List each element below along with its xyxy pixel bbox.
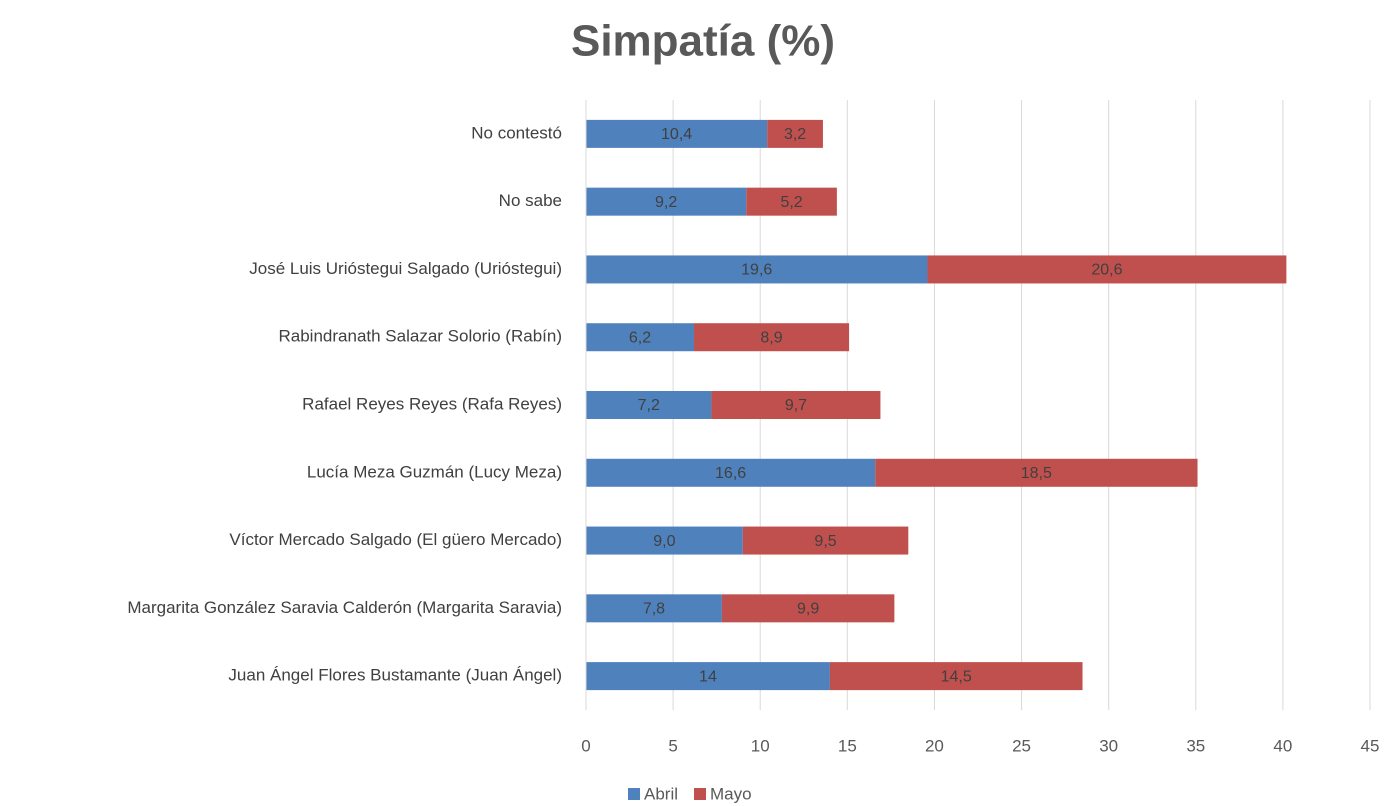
x-tick-label: 5 [668, 736, 677, 755]
data-label: 10,4 [661, 126, 692, 143]
data-label: 9,5 [814, 533, 836, 550]
data-label: 6,2 [629, 329, 651, 346]
bar-segment [586, 255, 928, 284]
bar-segment [746, 187, 837, 216]
y-tick-label: Margarita González Saravia Calderón (Mar… [127, 598, 562, 617]
bar-segment [694, 323, 850, 352]
legend-swatch [694, 788, 707, 800]
bar-segment [721, 594, 895, 623]
data-label: 7,8 [643, 601, 665, 618]
legend-label: Mayo [710, 784, 752, 803]
y-tick-label: Rafael Reyes Reyes (Rafa Reyes) [302, 394, 562, 413]
bar-segment [927, 255, 1287, 284]
x-tick-label: 45 [1361, 736, 1380, 755]
data-label: 19,6 [741, 262, 772, 279]
y-tick-label: No contestó [471, 123, 562, 142]
y-tick-label: Juan Ángel Flores Bustamante (Juan Ángel… [228, 666, 562, 685]
bar-segment [711, 391, 881, 419]
y-tick-label: No sabe [499, 191, 562, 210]
x-tick-label: 30 [1099, 736, 1118, 755]
y-tick-label: Lucía Meza Guzmán (Lucy Meza) [307, 462, 562, 481]
data-label: 16,6 [715, 465, 746, 482]
bar-segment [586, 594, 722, 623]
data-label: 18,5 [1021, 465, 1052, 482]
data-label: 9,2 [655, 194, 677, 211]
chart-title: Simpatía (%) [571, 17, 835, 66]
bar-segment [829, 662, 1083, 691]
x-tick-label: 20 [925, 736, 944, 755]
data-label: 9,7 [785, 397, 807, 414]
legend-swatch [628, 788, 640, 800]
bar-segment [586, 119, 768, 148]
x-tick-label: 10 [751, 736, 770, 755]
bar-segment [742, 526, 909, 555]
data-label: 14 [699, 668, 717, 685]
bar-segment [586, 391, 712, 419]
x-tick-label: 35 [1186, 736, 1205, 755]
y-tick-label: José Luis Urióstegui Salgado (Urióstegui… [249, 259, 562, 278]
bar-segment [586, 662, 830, 691]
data-label: 8,9 [760, 329, 782, 346]
bar-segment [586, 526, 743, 555]
data-label: 7,2 [638, 397, 660, 414]
x-tick-label: 40 [1273, 736, 1292, 755]
data-label: 3,2 [784, 126, 806, 143]
data-label: 14,5 [941, 668, 972, 685]
data-label: 20,6 [1091, 262, 1122, 279]
x-tick-label: 15 [838, 736, 857, 755]
data-label: 5,2 [780, 194, 802, 211]
x-tick-label: 25 [1012, 736, 1031, 755]
x-tick-label: 0 [581, 736, 590, 755]
bar-segment [767, 119, 823, 148]
legend-label: Abril [644, 784, 678, 803]
y-tick-label: Rabindranath Salazar Solorio (Rabín) [279, 327, 563, 346]
bar-segment [875, 458, 1198, 487]
bar-segment [586, 323, 695, 352]
data-label: 9,0 [653, 533, 675, 550]
bar-segment [586, 458, 876, 487]
y-tick-label: Víctor Mercado Salgado (El güero Mercado… [229, 530, 562, 549]
data-label: 9,9 [797, 601, 819, 618]
bar-segment [586, 187, 747, 216]
